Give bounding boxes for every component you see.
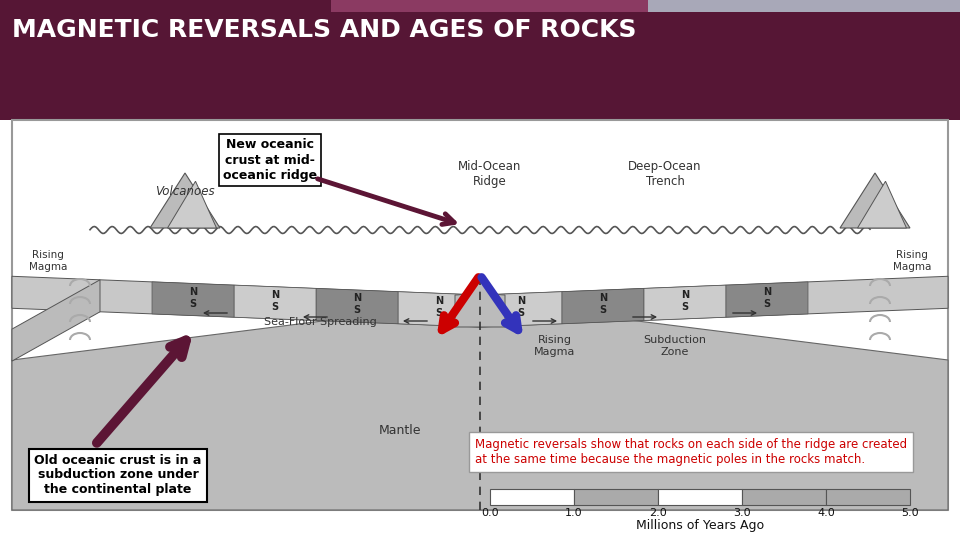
Bar <box>574 489 658 505</box>
Text: S: S <box>517 308 524 319</box>
Text: S: S <box>189 299 197 308</box>
Text: 4.0: 4.0 <box>817 508 835 518</box>
Text: S: S <box>272 302 278 312</box>
Polygon shape <box>152 282 234 317</box>
Bar <box>331 0 648 12</box>
Polygon shape <box>12 305 948 510</box>
Text: N: N <box>763 287 771 296</box>
Bar <box>742 489 826 505</box>
Bar <box>490 489 574 505</box>
Bar <box>658 489 742 505</box>
Text: S: S <box>353 305 361 315</box>
Text: S: S <box>682 302 688 312</box>
Text: N: N <box>681 290 689 300</box>
Text: 1.0: 1.0 <box>565 508 583 518</box>
Text: 3.0: 3.0 <box>733 508 751 518</box>
Text: 2.0: 2.0 <box>649 508 667 518</box>
Bar <box>0 12 960 48</box>
Text: MAGNETIC REVERSALS AND AGES OF ROCKS: MAGNETIC REVERSALS AND AGES OF ROCKS <box>12 18 636 42</box>
Bar <box>826 489 910 505</box>
Polygon shape <box>840 173 910 228</box>
Polygon shape <box>234 285 316 320</box>
Text: Mid-Ocean
Ridge: Mid-Ocean Ridge <box>458 160 521 188</box>
Text: Rising
Magma: Rising Magma <box>29 251 67 272</box>
Polygon shape <box>167 181 217 228</box>
Polygon shape <box>316 288 398 323</box>
Polygon shape <box>644 285 726 320</box>
Polygon shape <box>562 288 644 323</box>
Text: Deep-Ocean
Trench: Deep-Ocean Trench <box>628 160 702 188</box>
Polygon shape <box>480 292 562 327</box>
Text: N: N <box>435 296 444 306</box>
Text: Mantle: Mantle <box>379 423 421 436</box>
Text: S: S <box>763 299 771 308</box>
Text: Volcanoes: Volcanoes <box>156 185 215 198</box>
Polygon shape <box>12 276 480 327</box>
Text: Magnetic reversals show that rocks on each side of the ridge are created
at the : Magnetic reversals show that rocks on ea… <box>475 438 907 466</box>
Text: Rising
Magma: Rising Magma <box>893 251 931 272</box>
Text: Sea-Floor Spreading: Sea-Floor Spreading <box>264 317 376 327</box>
Bar <box>0 0 331 12</box>
Polygon shape <box>150 173 220 228</box>
Polygon shape <box>726 282 808 317</box>
Bar <box>0 48 960 120</box>
Polygon shape <box>857 181 906 228</box>
Bar <box>648 0 960 12</box>
Text: New oceanic
crust at mid-
oceanic ridge: New oceanic crust at mid- oceanic ridge <box>223 138 317 181</box>
Polygon shape <box>480 276 948 327</box>
Text: N: N <box>271 290 279 300</box>
Text: N: N <box>599 293 607 303</box>
Text: N: N <box>189 287 197 296</box>
Text: S: S <box>436 308 443 319</box>
Text: 5.0: 5.0 <box>901 508 919 518</box>
Text: Millions of Years Ago: Millions of Years Ago <box>636 519 764 532</box>
Polygon shape <box>398 292 480 327</box>
Text: Rising
Magma: Rising Magma <box>535 335 576 357</box>
Text: N: N <box>516 296 525 306</box>
Text: N: N <box>353 293 361 303</box>
FancyBboxPatch shape <box>12 120 948 510</box>
Polygon shape <box>455 277 505 327</box>
Polygon shape <box>12 280 100 361</box>
Text: S: S <box>599 305 607 315</box>
Text: Old oceanic crust is in a
subduction zone under
the continental plate: Old oceanic crust is in a subduction zon… <box>35 454 202 496</box>
Text: Subduction
Zone: Subduction Zone <box>643 335 707 357</box>
Text: 0.0: 0.0 <box>481 508 499 518</box>
